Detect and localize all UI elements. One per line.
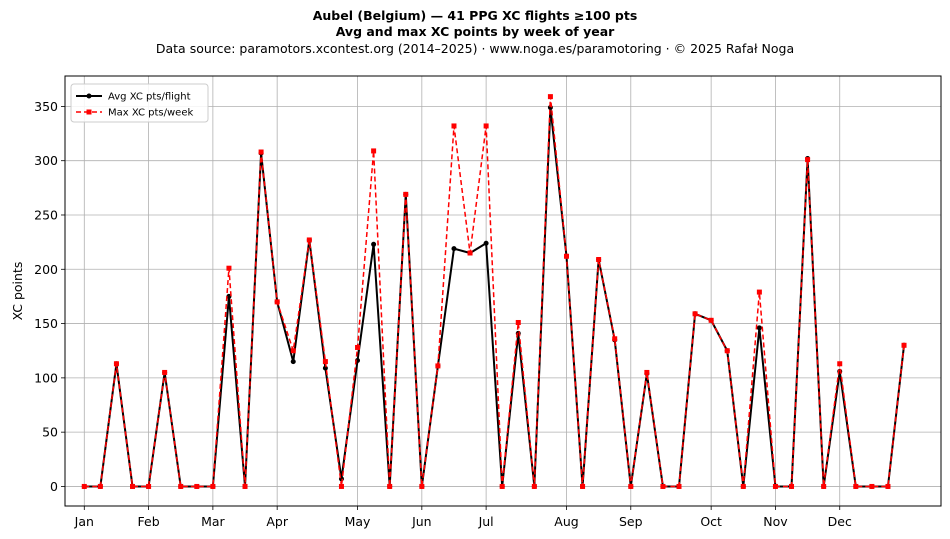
y-tick-label: 150 [34, 316, 58, 331]
x-tick-label: Jul [478, 514, 494, 529]
y-axis-label: XC points [10, 262, 25, 321]
x-tick-label: Apr [266, 514, 288, 529]
data-point-max [805, 157, 811, 163]
y-tick-label: 350 [34, 99, 58, 114]
data-point-max [853, 483, 859, 489]
data-point-max [772, 483, 778, 489]
data-point-max [226, 265, 232, 271]
data-point-max [660, 483, 666, 489]
data-point-max [403, 191, 409, 197]
chart-title: Aubel (Belgium) — 41 PPG XC flights ≥100… [312, 8, 638, 23]
x-tick-label: Nov [763, 514, 788, 529]
data-point-max [162, 369, 168, 375]
x-tick-label: Jan [74, 514, 94, 529]
data-point-max [274, 299, 280, 305]
data-point-max [837, 361, 843, 367]
x-tick-label: Oct [700, 514, 722, 529]
plot-frame [64, 75, 942, 507]
data-point-max [692, 311, 698, 317]
data-point-max [338, 483, 344, 489]
data-point-max [580, 483, 586, 489]
y-tick-label: 50 [42, 425, 58, 440]
legend-marker [86, 109, 92, 115]
legend-box [70, 83, 209, 123]
data-point-avg [451, 246, 457, 252]
data-point-max [467, 250, 473, 256]
data-point-max [644, 369, 650, 375]
legend: Avg XC pts/flight Max XC pts/week [70, 83, 209, 123]
data-point-max [97, 483, 103, 489]
y-tick-label: 250 [34, 207, 58, 222]
data-point-max [258, 149, 264, 155]
data-point-max [708, 317, 714, 323]
data-point-max [563, 253, 569, 259]
data-point-max [113, 361, 119, 367]
data-point-max [515, 319, 521, 325]
x-tick-label: Aug [554, 514, 578, 529]
data-point-avg [371, 241, 377, 247]
data-point-max [371, 148, 377, 154]
data-point-avg [756, 325, 762, 331]
data-point-max [194, 483, 200, 489]
data-point-max [596, 257, 602, 263]
data-point-max [81, 483, 87, 489]
y-tick-label: 200 [34, 262, 58, 277]
x-tick-label: May [345, 514, 371, 529]
data-point-max [242, 483, 248, 489]
data-point-max [499, 483, 505, 489]
y-tick-label: 300 [34, 153, 58, 168]
data-point-max [676, 483, 682, 489]
data-point-max [451, 123, 457, 129]
y-tick-label: 100 [34, 370, 58, 385]
axis-ticks: 0 50 100 150 200 250 300 350 Jan Feb Mar Apr May Jun J… [34, 99, 852, 529]
data-point-avg [290, 359, 296, 365]
data-point-max [210, 483, 216, 489]
series-line-1 [84, 107, 906, 488]
data-point-max [435, 363, 441, 369]
data-point-max [130, 483, 136, 489]
x-tick-label: Dec [828, 514, 852, 529]
data-point-max [885, 483, 891, 489]
data-point-max [821, 483, 827, 489]
data-point-max [146, 483, 152, 489]
data-point-max [869, 483, 875, 489]
x-tick-label: Feb [138, 514, 160, 529]
data-source-line: Data source: paramotors.xcontest.org (20… [155, 41, 795, 56]
legend-label: Max XC pts/week [108, 108, 193, 119]
data-point-max [756, 289, 762, 295]
legend-marker [86, 93, 92, 99]
x-tick-label: Jun [411, 514, 432, 529]
data-point-max [290, 348, 296, 354]
data-point-max [483, 123, 489, 129]
data-point-max [306, 237, 312, 243]
data-point-max [740, 483, 746, 489]
data-point-max [419, 483, 425, 489]
data-point-max [355, 344, 361, 350]
data-point-max [178, 483, 184, 489]
data-point-max [387, 483, 393, 489]
y-tick-label: 0 [50, 479, 58, 494]
grid-lines [65, 76, 941, 506]
data-point-max [789, 483, 795, 489]
data-point-max [531, 483, 537, 489]
data-point-max [322, 359, 328, 365]
data-point-avg [483, 240, 489, 246]
data-point-max [901, 342, 907, 348]
data-point-max [724, 348, 730, 354]
chart-subtitle: Avg and max XC points by week of year [335, 24, 615, 39]
series-line-2 [84, 96, 905, 488]
data-point-max [612, 336, 618, 342]
x-tick-label: Sep [619, 514, 643, 529]
x-tick-label: Mar [201, 514, 225, 529]
data-point-max [628, 483, 634, 489]
legend-label: Avg XC pts/flight [108, 92, 191, 103]
data-point-max [547, 94, 553, 100]
series-layer [81, 94, 907, 489]
